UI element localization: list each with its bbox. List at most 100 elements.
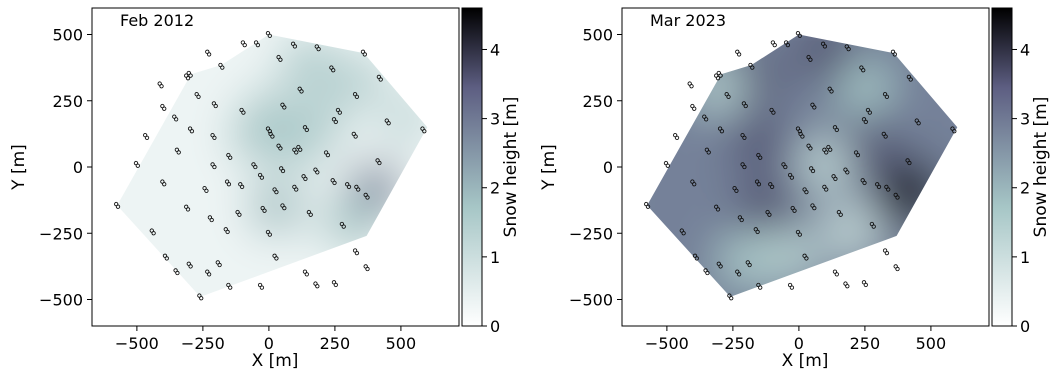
station-marker xyxy=(756,282,763,290)
x-axis-mar-2023: −500 −250 0 250 500 xyxy=(645,326,946,353)
x-tick-label: 0 xyxy=(794,334,804,353)
station-marker xyxy=(735,49,742,57)
colorbar-tick-label: 4 xyxy=(490,40,500,59)
station-marker xyxy=(861,280,868,288)
station-marker xyxy=(714,73,721,81)
station-marker xyxy=(114,201,121,209)
station-marker xyxy=(276,54,283,62)
colorbar-feb-2012: 0 1 2 3 4 Snow height [m] xyxy=(461,7,521,336)
colorbar-tick-label: 3 xyxy=(490,110,500,129)
station-marker xyxy=(716,261,723,269)
station-marker xyxy=(238,182,245,190)
heatmap-blob xyxy=(718,232,774,288)
panel-title: Mar 2023 xyxy=(650,11,726,30)
station-marker xyxy=(741,101,748,109)
station-marker xyxy=(820,41,828,49)
station-marker xyxy=(265,229,272,237)
station-marker xyxy=(881,131,888,139)
station-marker xyxy=(836,209,843,217)
station-marker xyxy=(740,133,747,140)
heatmap-base xyxy=(117,34,428,297)
station-marker xyxy=(194,92,201,99)
station-marker xyxy=(865,107,872,115)
y-axis-label: Y [m] xyxy=(9,144,29,191)
x-tick-label: −250 xyxy=(181,334,225,353)
station-marker xyxy=(673,133,680,140)
station-marker xyxy=(330,178,337,186)
station-marker xyxy=(239,107,246,115)
x-axis-label: X [m] xyxy=(252,351,299,371)
station-marker xyxy=(802,253,809,261)
heatmap-blob xyxy=(797,136,853,193)
station-marker xyxy=(272,187,279,195)
y-tick-label: −250 xyxy=(39,224,83,243)
station-marker xyxy=(335,107,342,115)
station-marker xyxy=(822,147,829,155)
station-marker xyxy=(314,44,321,52)
colorbar-tick-label: 1 xyxy=(490,248,500,267)
station-marker xyxy=(703,268,710,276)
station-marker xyxy=(174,147,181,155)
station-marker xyxy=(290,41,298,49)
station-marker xyxy=(832,269,839,277)
station-marker xyxy=(690,179,697,187)
station-marker xyxy=(732,186,739,193)
station-marker xyxy=(302,125,309,133)
station-marker xyxy=(202,186,209,193)
station-marker xyxy=(769,107,776,115)
station-marker xyxy=(226,282,233,290)
station-marker xyxy=(644,201,651,209)
station-marker xyxy=(157,81,164,89)
y-axis-feb-2012: −500 −250 0 250 500 xyxy=(39,26,92,310)
heatmap-blob xyxy=(323,194,379,251)
x-tick-label: −500 xyxy=(115,334,159,353)
y-tick-label: 500 xyxy=(582,26,613,45)
station-marker xyxy=(313,281,320,289)
station-marker xyxy=(753,227,760,235)
station-marker xyxy=(692,253,699,261)
station-marker xyxy=(727,293,734,301)
panel-feb-2012: Feb 2012 −500 −250 0 250 500 −500 −250 0 250 500… xyxy=(9,7,521,371)
x-tick-label: 250 xyxy=(850,334,881,353)
station-marker xyxy=(184,204,191,212)
station-marker xyxy=(360,49,367,57)
colorbar-tick-label: 0 xyxy=(1020,317,1030,336)
station-marker xyxy=(339,221,346,229)
station-marker xyxy=(296,144,303,152)
station-marker xyxy=(313,167,320,175)
station-marker xyxy=(162,253,169,261)
station-marker xyxy=(260,205,267,213)
station-marker xyxy=(704,147,711,155)
heatmap-blob xyxy=(845,120,901,177)
station-marker xyxy=(802,187,809,195)
station-marker xyxy=(810,203,817,211)
y-axis-mar-2023: −500 −250 0 250 500 xyxy=(569,26,622,310)
y-tick-label: 250 xyxy=(52,92,83,111)
station-marker xyxy=(172,114,179,122)
station-marker xyxy=(714,204,721,212)
panel-title: Feb 2012 xyxy=(120,11,194,30)
heatmap-blob xyxy=(763,226,819,283)
station-marker xyxy=(149,228,156,236)
station-marker xyxy=(783,40,791,48)
x-axis-feb-2012: −500 −250 0 250 500 xyxy=(115,326,416,353)
y-tick-label: 500 xyxy=(52,26,83,45)
station-marker xyxy=(810,102,817,110)
station-marker xyxy=(768,182,775,190)
station-marker xyxy=(663,160,670,168)
station-marker xyxy=(210,162,217,170)
station-marker xyxy=(323,150,331,158)
station-marker xyxy=(795,229,802,237)
colorbar-tick-label: 1 xyxy=(1020,248,1030,267)
heatmap-blob xyxy=(692,59,748,116)
station-marker xyxy=(809,166,816,174)
colorbar-gradient xyxy=(991,7,1013,327)
station-marker xyxy=(354,184,361,192)
station-marker xyxy=(882,92,890,99)
y-tick-label: 0 xyxy=(73,158,83,177)
station-marker xyxy=(795,126,802,134)
heatmap-blob xyxy=(331,51,387,108)
station-marker xyxy=(223,227,230,235)
colorbar-tick-label: 2 xyxy=(490,179,500,198)
station-marker xyxy=(280,102,287,110)
